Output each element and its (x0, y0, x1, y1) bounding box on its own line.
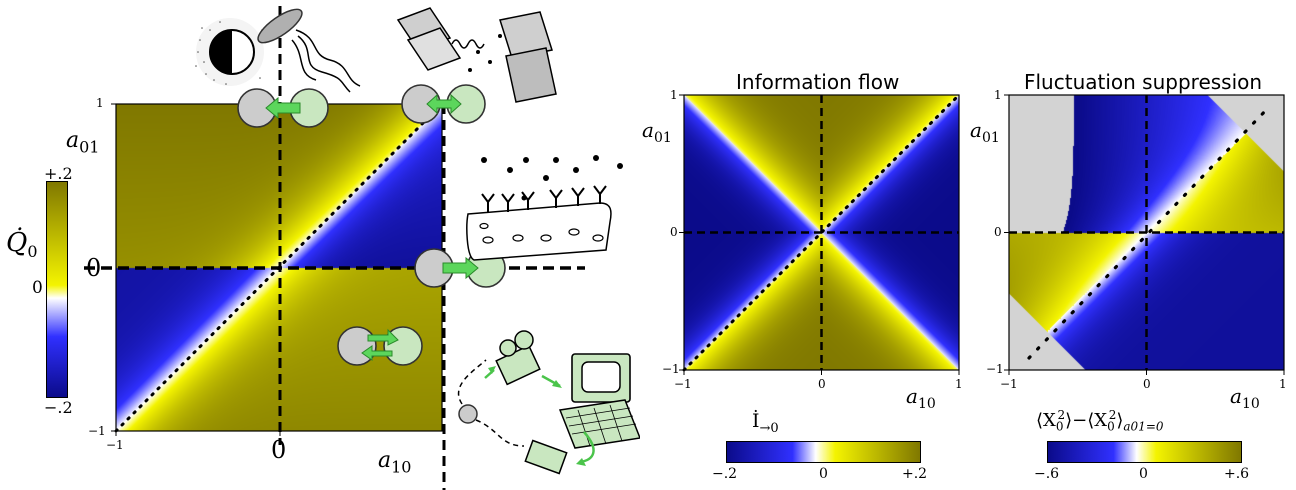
panel-a-cbar-tick-top: +.2 (44, 164, 73, 183)
panel-a: +.2 0 −.2 Q̇0 0 0 1 −1 −1 a01 a10 (0, 0, 640, 490)
panel-b-cbar-tick-right: +.2 (902, 466, 928, 482)
panel-b-x-label: a10 (906, 384, 936, 412)
light-sensitive-cell-icon (195, 18, 264, 86)
bacterium-icon (257, 8, 361, 93)
pair-center-icon (337, 326, 423, 366)
panel-c-tick-y-mid: 0 (994, 225, 1002, 239)
pair-top-right-icon (401, 84, 486, 124)
panel-b: Information flow 1 0 −1 −1 0 1 a01 a10 İ… (640, 0, 970, 490)
panel-b-tick-y-mid: 0 (670, 225, 678, 239)
computer-icon (541, 353, 640, 449)
panel-c-y-label: a01 (970, 118, 1000, 146)
panel-b-tick-x-left: −1 (674, 377, 692, 391)
robot-camera-icon (457, 359, 595, 475)
panel-c-tick-x-mid: 0 (1143, 377, 1151, 391)
panel-a-zero-y: 0 (86, 254, 102, 282)
panel-a-y-label: a01 (66, 128, 100, 157)
panel-c-colorbar (1047, 441, 1242, 463)
panel-c-tick-x-right: 1 (1279, 377, 1287, 391)
pair-top-left-icon (237, 88, 329, 128)
panel-a-tick-y-top: 1 (96, 96, 104, 110)
panel-a-x-label: a10 (378, 448, 412, 477)
coupled-plates-icon (396, 7, 557, 103)
panel-c-overlay (1004, 94, 1285, 375)
panel-a-cbar-label: Q̇0 (6, 228, 38, 262)
panel-a-overlay (84, 6, 640, 490)
panel-c-cbar-tick-right: +.6 (1224, 466, 1250, 482)
panel-b-cbar-label: İ→0 (752, 410, 779, 436)
panel-a-cbar-tick-mid: 0 (32, 278, 43, 298)
panel-c-cbar-label: ⟨X02⟩−⟨X02⟩a01=0 (1036, 408, 1164, 434)
camera-icon (484, 330, 541, 386)
panel-b-tick-y-bottom: −1 (662, 362, 680, 376)
panel-b-colorbar (726, 441, 921, 463)
panel-a-colorbar (46, 181, 68, 398)
panel-c-tick-y-bottom: −1 (986, 362, 1004, 376)
panel-b-overlay (679, 93, 961, 375)
panel-b-y-label: a01 (642, 118, 672, 146)
panel-c: Fluctuation suppression 1 0 −1 −1 0 1 a0… (970, 0, 1296, 490)
panel-c-x-label: a10 (1230, 384, 1260, 412)
panel-b-tick-x-mid: 0 (818, 377, 826, 391)
panel-c-cbar-tick-left: −.6 (1034, 466, 1060, 482)
panel-c-title: Fluctuation suppression (1024, 70, 1263, 94)
panel-a-tick-x-left: −1 (106, 438, 124, 452)
panel-b-title: Information flow (736, 70, 900, 94)
panel-c-tick-y-top: 1 (994, 88, 1002, 102)
panel-b-tick-x-right: 1 (955, 377, 963, 391)
panel-c-cbar-tick-mid: 0 (1139, 466, 1148, 482)
panel-b-tick-y-top: 1 (670, 88, 678, 102)
panel-b-cbar-tick-left: −.2 (712, 466, 738, 482)
panel-a-cbar-tick-bottom: −.2 (44, 398, 73, 417)
panel-a-zero-x: 0 (271, 436, 287, 464)
panel-a-tick-y-bottom: −1 (88, 424, 106, 438)
panel-c-tick-x-left: −1 (1000, 377, 1018, 391)
panel-b-cbar-tick-mid: 0 (819, 466, 828, 482)
receptor-cell-icon (466, 155, 623, 261)
